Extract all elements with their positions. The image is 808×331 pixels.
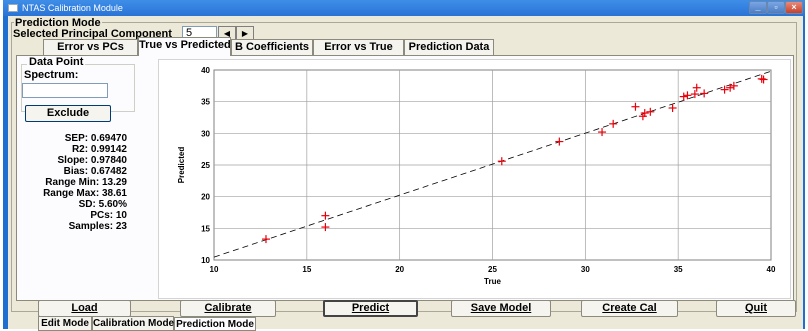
create-cal-button[interactable]: Create Cal: [581, 300, 678, 317]
stat-sep: SEP: 0.69470: [64, 133, 127, 144]
predict-button-label: Predict: [351, 302, 390, 314]
window-title: NTAS Calibration Module: [22, 3, 123, 13]
data-point-marker[interactable]: [679, 92, 688, 101]
data-point-title: Data Point: [27, 56, 86, 68]
data-point-marker[interactable]: [321, 211, 330, 220]
predict-button[interactable]: Predict: [323, 300, 418, 317]
stat-r2: R2: 0.99142: [71, 144, 127, 155]
close-button[interactable]: ×: [785, 1, 803, 14]
data-point-marker[interactable]: [640, 109, 649, 118]
data-point-marker[interactable]: [555, 137, 564, 146]
y-tick-label: 30: [201, 129, 210, 138]
chart-ticks: 10 15 20 25 30 35 40 10 15 20 25 30 35 40: [201, 66, 776, 274]
data-point-marker[interactable]: [631, 102, 640, 111]
x-tick-label: 10: [210, 265, 219, 274]
stat-pcs: PCs: 10: [90, 210, 127, 221]
y-tick-label: 10: [201, 256, 210, 265]
chart-grid: [213, 69, 772, 261]
calibrate-button[interactable]: Calibrate: [180, 300, 276, 317]
data-point-marker[interactable]: [598, 128, 607, 137]
x-tick-label: 20: [395, 265, 404, 274]
principal-component-label: Selected Principal Component: [13, 28, 172, 40]
data-point-marker[interactable]: [646, 107, 655, 116]
spectrum-input[interactable]: [22, 83, 108, 98]
chart-points: [261, 74, 768, 244]
x-axis-label: True: [484, 277, 501, 286]
quit-button[interactable]: Quit: [716, 300, 796, 317]
stat-samples: Samples: 23: [68, 221, 127, 232]
data-point-marker[interactable]: [321, 223, 330, 232]
create-cal-button-label: Create Cal: [602, 302, 657, 314]
tab-prediction-data[interactable]: Prediction Data: [404, 39, 494, 55]
data-point-marker[interactable]: [668, 104, 677, 112]
chart-frame: 10 15 20 25 30 35 40 10 15 20 25 30 35 40 True Predic…: [158, 59, 791, 299]
data-point-marker[interactable]: [700, 89, 709, 98]
tab-error-vs-true[interactable]: Error vs True: [313, 39, 404, 55]
calibrate-button-label: Calibrate: [204, 302, 252, 314]
title-bar[interactable]: NTAS Calibration Module _ ▫ ×: [3, 0, 805, 16]
tab-true-vs-predicted[interactable]: True vs Predicted: [138, 37, 231, 56]
x-tick-label: 35: [674, 265, 683, 274]
y-tick-label: 25: [201, 161, 210, 170]
data-point-marker[interactable]: [729, 81, 738, 90]
data-point-marker[interactable]: [726, 83, 735, 92]
x-tick-label: 30: [581, 265, 590, 274]
y-tick-label: 35: [201, 98, 210, 107]
tab-panel: Spectrum: Data Point Exclude SEP: 0.6947…: [16, 55, 794, 301]
load-button-label: Load: [71, 302, 98, 314]
app-icon: [8, 4, 18, 12]
data-point-marker[interactable]: [690, 90, 699, 99]
minimize-button[interactable]: _: [749, 1, 767, 14]
tab-error-vs-pcs[interactable]: Error vs PCs: [43, 39, 138, 55]
load-button[interactable]: Load: [38, 300, 131, 317]
client-area: Prediction Mode Selected Principal Compo…: [8, 16, 803, 331]
y-tick-label: 20: [201, 193, 210, 202]
data-point-marker[interactable]: [757, 74, 766, 83]
stat-sd: SD: 5.60%: [78, 199, 127, 210]
x-tick-label: 40: [767, 265, 776, 274]
stat-slope: Slope: 0.97840: [57, 155, 127, 166]
y-axis-label: Predicted: [177, 147, 186, 184]
fit-line: [213, 70, 772, 258]
save-model-button[interactable]: Save Model: [451, 300, 551, 317]
data-point-marker[interactable]: [683, 91, 692, 100]
x-tick-label: 25: [488, 265, 497, 274]
tab-b-coefficients[interactable]: B Coefficients: [231, 39, 313, 55]
x-tick-label: 15: [302, 265, 311, 274]
data-point-marker[interactable]: [759, 75, 768, 84]
data-point-marker[interactable]: [609, 119, 618, 128]
save-model-button-label: Save Model: [470, 302, 532, 314]
true-vs-predicted-chart: 10 15 20 25 30 35 40 10 15 20 25 30 35 40 True Predic…: [177, 66, 776, 286]
y-tick-label: 15: [201, 224, 210, 233]
stat-range-min: Range Min: 13.29: [45, 177, 127, 188]
exclude-button[interactable]: Exclude: [25, 105, 111, 122]
stat-range-max: Range Max: 38.61: [43, 188, 127, 199]
spectrum-label: Spectrum:: [24, 69, 79, 81]
y-tick-label: 40: [201, 66, 210, 75]
mode-title: Prediction Mode: [14, 17, 102, 29]
app-window: NTAS Calibration Module _ ▫ × Prediction…: [3, 0, 805, 331]
data-point-marker[interactable]: [497, 157, 506, 166]
maximize-button[interactable]: ▫: [767, 1, 785, 14]
data-point-marker[interactable]: [261, 235, 270, 244]
data-point-marker[interactable]: [720, 85, 729, 94]
quit-button-label: Quit: [745, 302, 767, 314]
data-point-marker[interactable]: [692, 83, 701, 92]
stat-bias: Bias: 0.67482: [63, 166, 127, 177]
